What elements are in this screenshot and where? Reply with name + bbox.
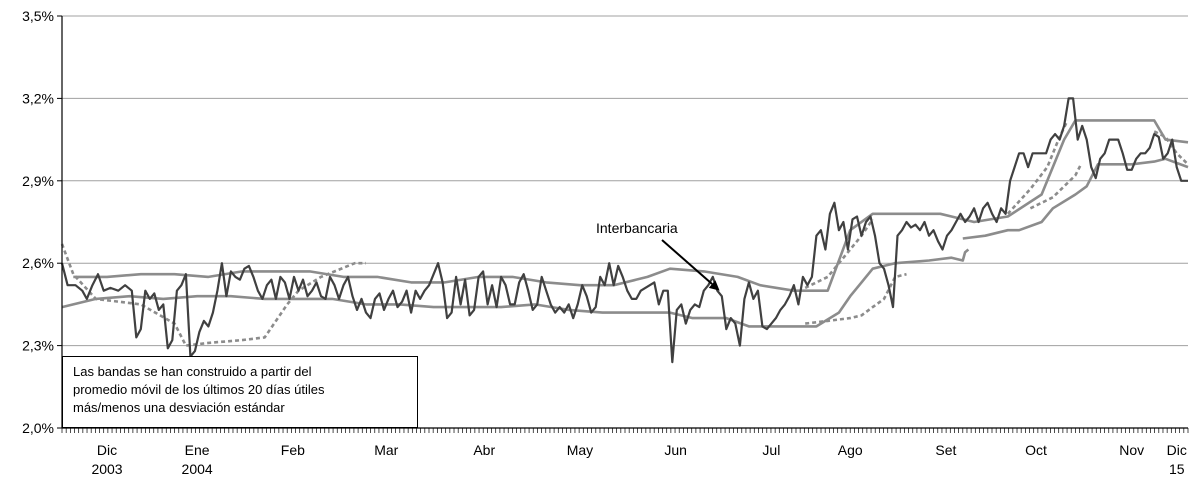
x-month-label: Dic xyxy=(97,442,117,458)
note-line-3: más/menos una desviación estándar xyxy=(73,400,285,415)
x-month-label: Feb xyxy=(281,442,305,458)
y-tick-label: 2,0% xyxy=(22,420,54,436)
x-month-label: Oct xyxy=(1025,442,1047,458)
y-tick-label: 2,6% xyxy=(22,255,54,271)
x-month-label: Jul xyxy=(762,442,780,458)
x-month-label: Dic xyxy=(1167,442,1187,458)
band-line xyxy=(73,119,1189,292)
grid-lines xyxy=(57,15,1188,429)
note-box: Las bandas se han construido a partir de… xyxy=(62,356,418,428)
annotation-arrowhead xyxy=(708,280,720,291)
y-tick-labels: 2,0% 2,3% 2,6% 2,9% 3,2% 3,5% xyxy=(22,8,54,436)
x-month-sublabel: 15 xyxy=(1169,461,1185,477)
band-line xyxy=(962,157,1189,240)
band-lines xyxy=(60,119,1189,347)
note-line-2: promedio móvil de los últimos 20 días út… xyxy=(73,382,325,397)
y-tick-label: 2,3% xyxy=(22,338,54,354)
annotation: Interbancaria xyxy=(596,220,720,291)
y-tick-label: 2,9% xyxy=(22,173,54,189)
x-month-label: Set xyxy=(935,442,956,458)
x-month-sublabel: 2004 xyxy=(182,461,213,477)
band-line xyxy=(805,272,907,325)
x-month-labels: Dic 2003 Ene 2004 Feb Mar Abr May Jun Jul Ago Set Oc… xyxy=(91,442,1186,477)
x-month-label: May xyxy=(567,442,593,458)
y-tick-label: 3,5% xyxy=(22,8,54,24)
x-month-sublabel: 2003 xyxy=(91,461,122,477)
x-month-label: Ene xyxy=(185,442,210,458)
y-tick-label: 3,2% xyxy=(22,90,54,106)
x-month-label: Nov xyxy=(1119,442,1144,458)
x-month-label: Ago xyxy=(838,442,863,458)
annotation-label: Interbancaria xyxy=(596,220,678,236)
band-line xyxy=(61,248,970,328)
band-line xyxy=(804,218,874,290)
series-line-interbancaria xyxy=(60,97,1188,364)
band-line xyxy=(60,243,366,347)
x-month-label: Mar xyxy=(374,442,398,458)
x-month-label: Abr xyxy=(473,442,495,458)
annotation-arrow xyxy=(661,239,713,285)
band-line xyxy=(1006,119,1069,215)
series-lines xyxy=(60,97,1188,364)
band-line xyxy=(1029,163,1083,210)
note-line-1: Las bandas se han construido a partir de… xyxy=(73,364,312,379)
x-month-label: Jun xyxy=(664,442,687,458)
